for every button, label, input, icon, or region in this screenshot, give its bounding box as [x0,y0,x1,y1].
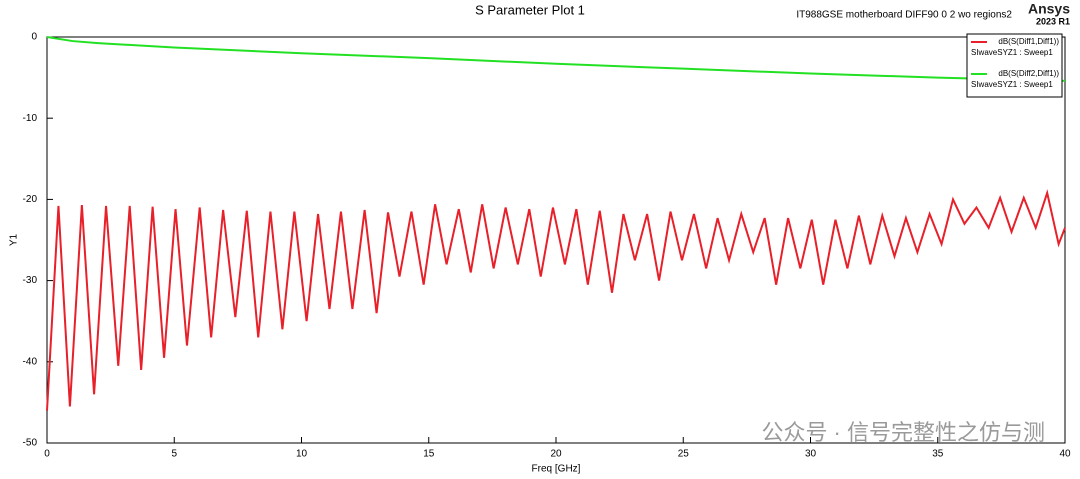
y-tick-label: -20 [23,194,38,205]
watermark: 公众号 · 信号完整性之仿与测 [761,420,1045,445]
version: 2023 R1 [1036,16,1070,26]
x-tick-label: 35 [932,449,944,460]
y-tick-label: -40 [23,356,38,367]
legend-label: dB(S(Diff1,Diff1)) [998,37,1059,46]
legend-box [966,33,1063,98]
legend-sweep: SIwaveSYZ1 : Sweep1 [971,80,1053,89]
chart-title: S Parameter Plot 1 [475,2,585,17]
series-line [46,36,1066,82]
x-tick-label: 40 [1059,449,1071,460]
y-tick-label: -50 [23,438,38,449]
x-tick-label: 10 [296,449,308,460]
y-tick-label: -30 [23,275,38,286]
x-tick-label: 5 [171,449,177,460]
x-axis-label: Freq [GHz] [532,464,581,475]
series-line [46,189,1066,411]
y-tick-label: 0 [31,32,37,43]
legend-label: dB(S(Diff2,Diff1)) [998,69,1059,78]
x-tick-label: 0 [44,449,50,460]
y-tick-label: -10 [23,113,38,124]
x-tick-label: 25 [678,449,690,460]
header-note: IT988GSE motherboard DIFF90 0 2 wo regio… [796,10,1012,21]
x-tick-label: 20 [550,449,562,460]
x-tick-label: 30 [805,449,817,460]
legend-sweep: SIwaveSYZ1 : Sweep1 [971,48,1053,57]
x-tick-label: 15 [423,449,435,460]
brand: Ansys [1028,1,1070,17]
y-axis-label: Y1 [9,233,20,246]
